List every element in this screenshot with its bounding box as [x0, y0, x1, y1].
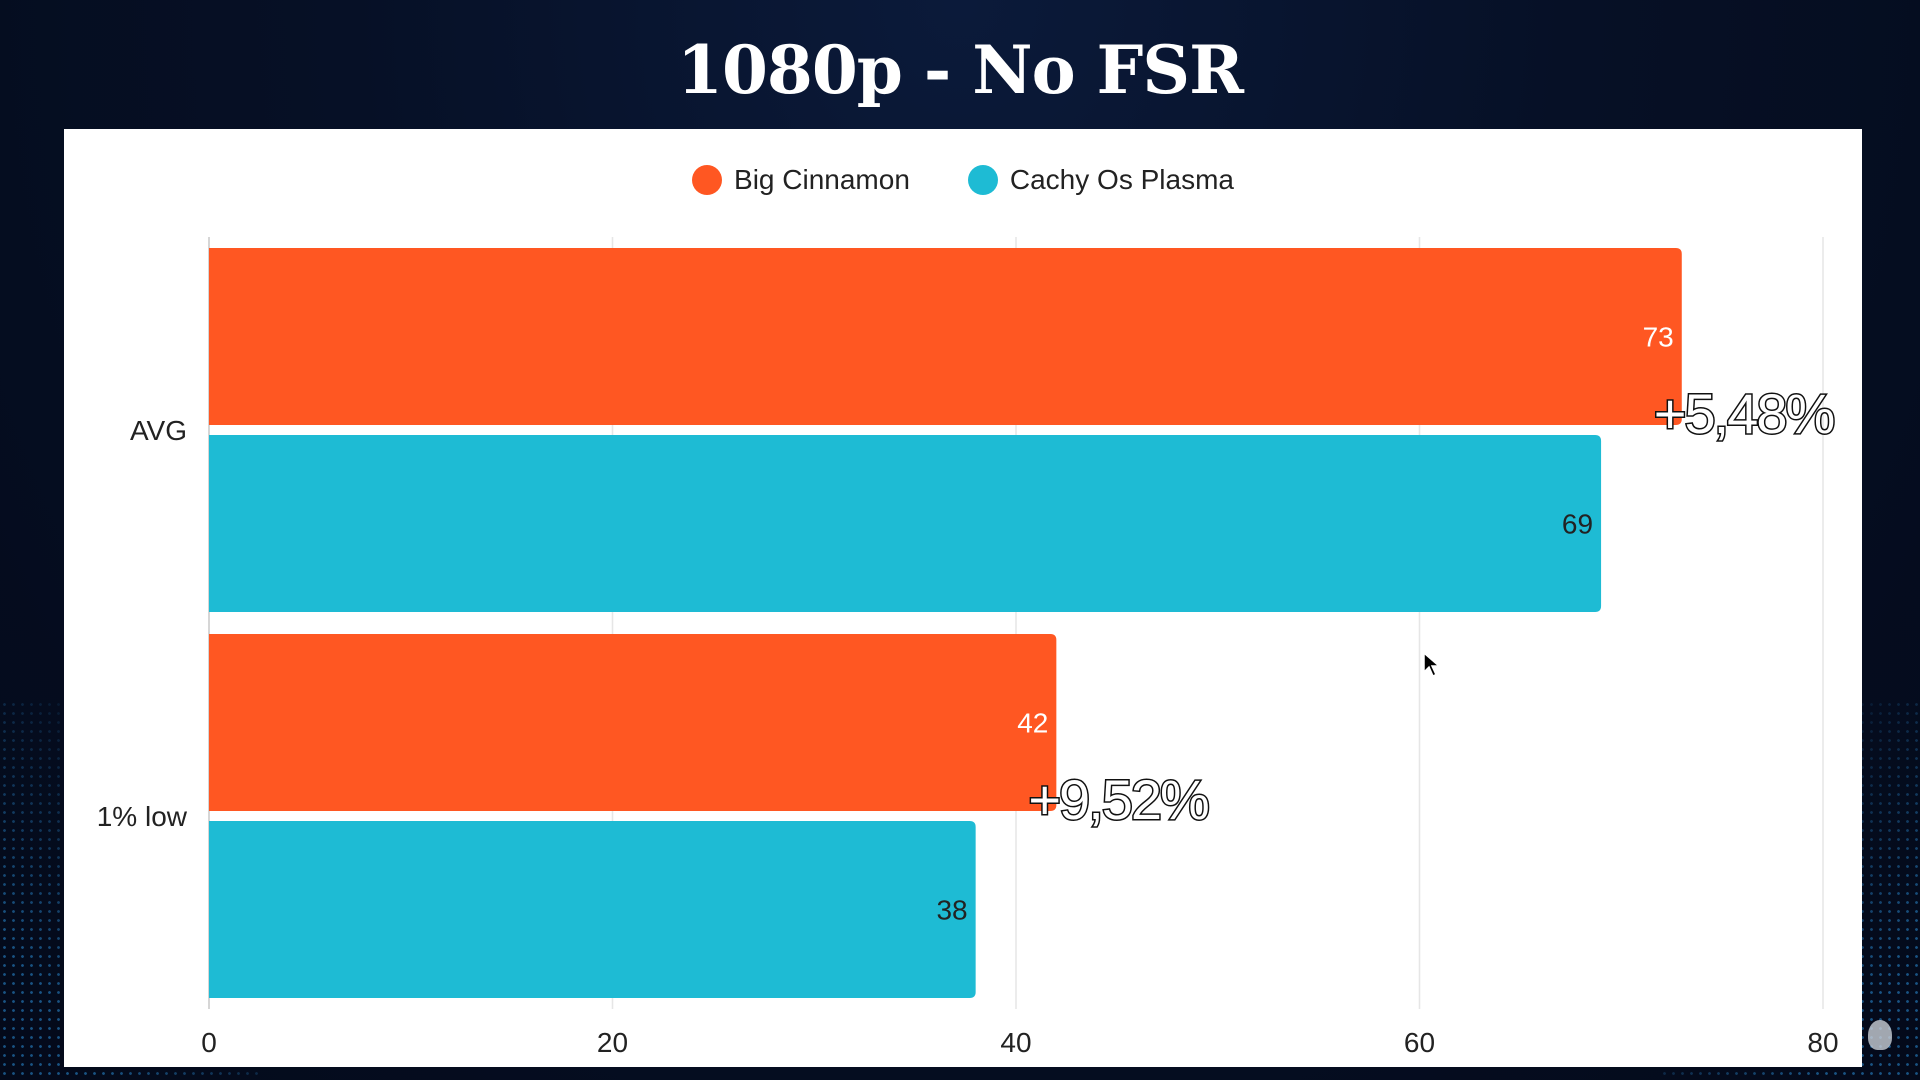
- x-tick-label-40: 40: [1000, 1027, 1031, 1058]
- page-title: 1080p - No FSR: [677, 31, 1244, 109]
- legend-label-cachy-os-plasma: Cachy Os Plasma: [1009, 164, 1234, 195]
- legend-item-cachy-os-plasma: Cachy Os Plasma: [967, 164, 1234, 196]
- bar-big-cinnamon-avg: [209, 248, 1682, 425]
- bar-cachy-os-plasma-1-low: [209, 821, 976, 998]
- x-tick-label-80: 80: [1807, 1027, 1838, 1058]
- data-label-cachy-os-plasma-1-low: 38: [936, 895, 967, 926]
- category-label-1-low: 1% low: [97, 801, 188, 832]
- legend-swatch-big-cinnamon: [692, 165, 723, 195]
- chart-legend: Big Cinnamon Cachy Os Plasma: [64, 164, 1862, 196]
- data-label-big-cinnamon-avg: 73: [1643, 322, 1674, 353]
- mouse-cursor-icon: [1423, 652, 1441, 678]
- legend-label-big-cinnamon: Big Cinnamon: [734, 164, 910, 195]
- bar-cachy-os-plasma-avg: [209, 435, 1602, 612]
- legend-swatch-cachy-os-plasma: [967, 165, 998, 195]
- chart-panel: Big Cinnamon Cachy Os Plasma 0 20 40 60 80 AV…: [64, 129, 1862, 1067]
- annotation-avg: +5,48%: [1654, 382, 1834, 445]
- x-tick-label-20: 20: [597, 1027, 628, 1058]
- x-tick-label-0: 0: [201, 1027, 217, 1058]
- annotation-1-low: +9,52%: [1028, 768, 1208, 831]
- category-label-avg: AVG: [130, 415, 187, 446]
- bar-chart: 0 20 40 60 80 AVG 73 69 +5,48% 1% low 42 38 +9,52%: [97, 237, 1839, 1058]
- x-tick-label-60: 60: [1404, 1027, 1435, 1058]
- data-label-big-cinnamon-1-low: 42: [1017, 708, 1048, 739]
- data-label-cachy-os-plasma-avg: 69: [1562, 509, 1593, 540]
- legend-item-big-cinnamon: Big Cinnamon: [692, 164, 910, 196]
- bar-big-cinnamon-1-low: [209, 634, 1057, 811]
- channel-avatar-icon: [1868, 1020, 1892, 1050]
